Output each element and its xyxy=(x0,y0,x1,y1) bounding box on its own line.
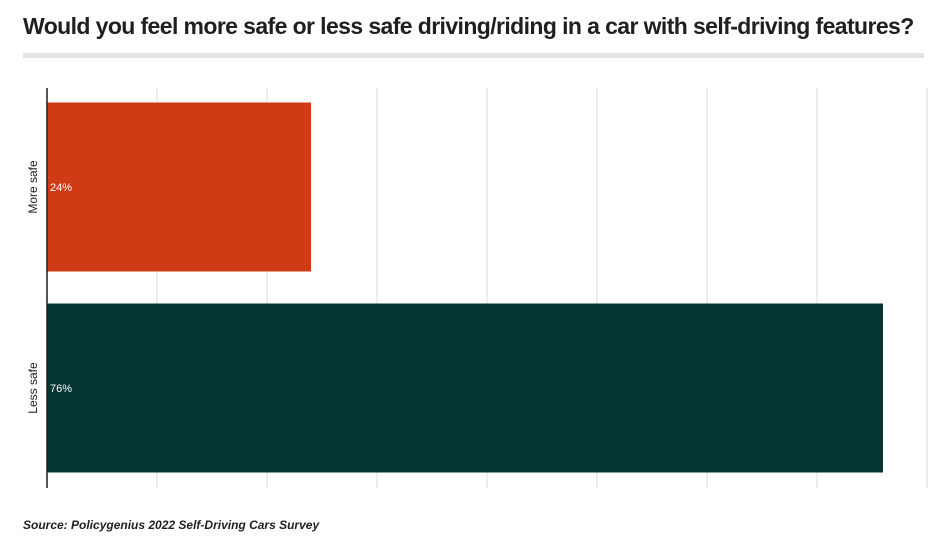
title-divider xyxy=(23,53,924,58)
value-labels: 24% 76% xyxy=(50,182,72,395)
bar-less-safe xyxy=(47,303,883,473)
value-label: 76% xyxy=(50,383,72,395)
bar-more-safe xyxy=(47,102,311,272)
source-note: Source: Policygenius 2022 Self-Driving C… xyxy=(23,518,320,532)
chart-title: Would you feel more safe or less safe dr… xyxy=(23,13,914,39)
value-label: 24% xyxy=(50,182,72,194)
category-label: Less safe xyxy=(26,362,40,414)
bars-group xyxy=(47,102,883,473)
category-label: More safe xyxy=(26,160,40,214)
category-labels: More safe Less safe xyxy=(26,160,40,414)
